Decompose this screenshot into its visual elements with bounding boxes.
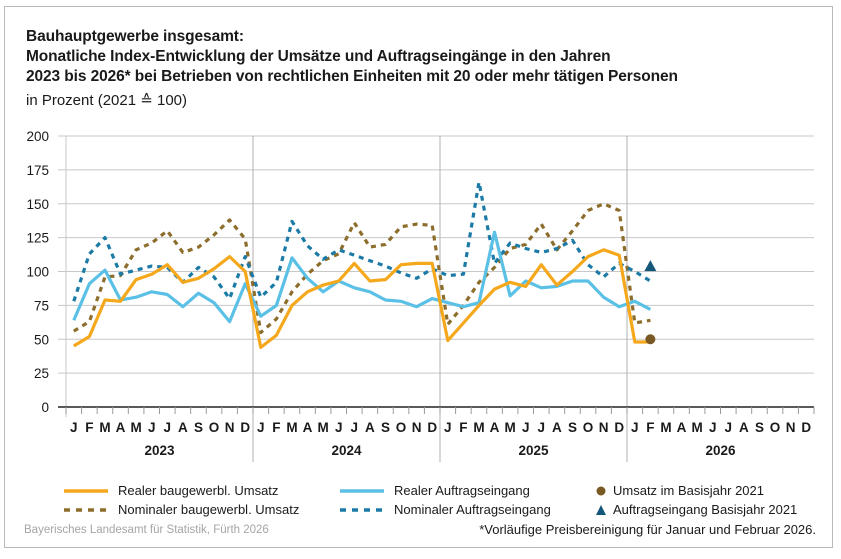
x-tick-label-month: N <box>412 420 422 435</box>
x-tick-label-month: S <box>755 420 764 435</box>
x-tick-label-month: M <box>660 420 671 435</box>
x-tick-label-month: F <box>85 420 93 435</box>
x-tick-label-month: A <box>303 420 313 435</box>
x-tick-label-month: J <box>351 420 359 435</box>
x-tick-label-month: A <box>677 420 687 435</box>
triangle-marker-icon <box>596 505 606 515</box>
x-tick-label-month: M <box>692 420 703 435</box>
x-tick-label-month: J <box>148 420 156 435</box>
x-tick-label-month: M <box>318 420 329 435</box>
x-tick-label-month: A <box>178 420 188 435</box>
x-tick-label-month: N <box>225 420 235 435</box>
x-tick-label-month: J <box>164 420 172 435</box>
source-note: Bayerisches Landesamt für Statistik, Für… <box>24 524 269 536</box>
x-tick-label-month: M <box>131 420 142 435</box>
base-marker-circle <box>645 334 656 345</box>
footnote: *Vorläufige Preisbereinigung für Januar … <box>479 522 816 537</box>
base-markers <box>644 260 657 345</box>
x-tick-label-year: 2024 <box>331 443 362 458</box>
x-tick-label-month: M <box>473 420 484 435</box>
x-tick-label-month: N <box>786 420 796 435</box>
x-tick-label-month: F <box>272 420 280 435</box>
title-line-3: 2023 bis 2026* bei Betrieben von rechtli… <box>26 68 678 85</box>
legend-item-basis-auftrag: Auftragseingang Basisjahr 2021 <box>595 502 797 518</box>
x-tick-label-month: J <box>538 420 546 435</box>
x-tick-label-month: D <box>801 420 811 435</box>
y-tick-label: 0 <box>41 400 49 415</box>
x-tick-label-month: J <box>335 420 343 435</box>
title-line-2: Monatliche Index-Entwicklung der Umsätze… <box>26 48 611 65</box>
x-tick-label-month: D <box>240 420 250 435</box>
x-tick-label-month: J <box>631 420 639 435</box>
legend-item-nominal-auftrag: Nominaler Auftragseingang <box>340 502 551 518</box>
x-tick-label-year: 2026 <box>705 443 736 458</box>
x-tick-label-month: J <box>522 420 530 435</box>
chart-subtitle: in Prozent (2021 ≙ 100) <box>26 92 187 109</box>
legend-label: Umsatz im Basisjahr 2021 <box>613 483 764 498</box>
x-tick-label-month: O <box>770 420 781 435</box>
base-marker-triangle <box>644 260 657 272</box>
x-tick-label-month: A <box>552 420 562 435</box>
x-tick-label-month: J <box>70 420 78 435</box>
x-tick-label-month: S <box>381 420 390 435</box>
legend-label: Realer Auftragseingang <box>394 483 530 498</box>
series-line-real-umsatz <box>72 248 651 349</box>
legend-item-basis-umsatz: Umsatz im Basisjahr 2021 <box>595 483 764 499</box>
legend-swatch-dashed-blue <box>340 508 384 512</box>
y-tick-label: 100 <box>26 265 49 280</box>
y-axis-ticks: 0 25 50 75 100 125 150 175 200 <box>26 129 49 415</box>
series-lines <box>72 180 652 349</box>
x-tick-label-month: A <box>116 420 126 435</box>
legend-label: Nominaler Auftragseingang <box>394 502 551 517</box>
legend-swatch-dashed-brown <box>64 508 108 512</box>
legend-item-real-umsatz: Realer baugewerbl. Umsatz <box>64 483 278 499</box>
legend-swatch-solid-orange <box>64 489 108 493</box>
x-tick-label-year: 2023 <box>144 443 175 458</box>
x-tick-label-month: M <box>99 420 110 435</box>
chart-title: Bauhauptgewerbe insgesamt: Monatliche In… <box>26 27 678 87</box>
x-tick-label-month: N <box>599 420 609 435</box>
legend-item-nominal-umsatz: Nominaler baugewerbl. Umsatz <box>64 502 299 518</box>
x-tick-label-month: D <box>427 420 437 435</box>
x-tick-label-month: O <box>396 420 407 435</box>
series-line-real-auftrag <box>72 230 652 324</box>
x-tick-label-month: O <box>209 420 220 435</box>
x-tick-label-month: A <box>365 420 375 435</box>
legend-label: Nominaler baugewerbl. Umsatz <box>118 502 300 517</box>
y-tick-label: 25 <box>34 366 49 381</box>
title-line-1: Bauhauptgewerbe insgesamt: <box>26 28 244 45</box>
x-tick-label-month: J <box>725 420 733 435</box>
y-tick-label: 175 <box>26 163 49 178</box>
y-tick-label: 50 <box>34 332 49 347</box>
x-tick-label-month: F <box>646 420 654 435</box>
x-tick-label-month: M <box>505 420 516 435</box>
legend-label: Realer baugewerbl. Umsatz <box>118 483 279 498</box>
x-tick-label-month: D <box>614 420 624 435</box>
x-tick-label-month: F <box>459 420 467 435</box>
x-tick-label-month: O <box>583 420 594 435</box>
x-tick-label-month: J <box>444 420 452 435</box>
series-line-nominal-umsatz <box>72 202 651 335</box>
y-tick-label: 75 <box>34 298 49 313</box>
circle-marker-icon <box>596 486 606 496</box>
x-tick-label-month: S <box>568 420 577 435</box>
x-tick-label-month: A <box>490 420 500 435</box>
x-tick-label-year: 2025 <box>518 443 549 458</box>
x-tick-label-month: M <box>286 420 297 435</box>
x-tick-label-month: J <box>257 420 265 435</box>
x-tick-label-month: A <box>739 420 749 435</box>
legend-label: Auftragseingang Basisjahr 2021 <box>613 502 798 517</box>
y-tick-label: 150 <box>26 197 49 212</box>
legend-item-real-auftrag: Realer Auftragseingang <box>340 483 530 499</box>
x-tick-label-month: S <box>194 420 203 435</box>
y-tick-label: 125 <box>26 231 49 246</box>
x-tick-label-month: J <box>709 420 717 435</box>
legend-swatch-solid-lightblue <box>340 489 384 493</box>
y-tick-label: 200 <box>26 129 49 144</box>
